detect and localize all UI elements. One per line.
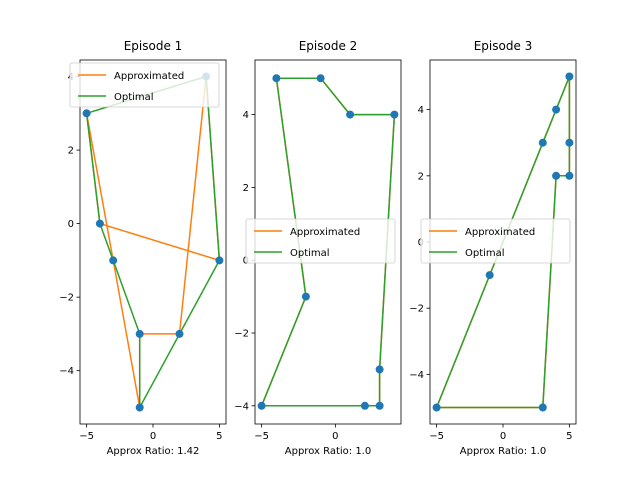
data-point <box>432 403 441 412</box>
data-point <box>135 403 144 412</box>
subplot-title: Episode 1 <box>124 39 183 53</box>
y-tick-label: 4 <box>243 110 249 121</box>
legend-label-optimal: Optimal <box>290 248 330 259</box>
legend: Approximated Optimal <box>420 218 571 264</box>
x-tick-label: −5 <box>254 431 269 442</box>
x-axis-label: Approx Ratio: 1.0 <box>285 446 371 457</box>
data-point <box>375 365 384 374</box>
data-point <box>565 138 574 147</box>
y-tick-label: 2 <box>243 183 249 194</box>
x-axis-label: Approx Ratio: 1.42 <box>107 446 200 457</box>
y-tick-label: −2 <box>59 293 74 304</box>
y-tick-label: −4 <box>59 366 74 377</box>
data-point <box>272 74 281 83</box>
data-point <box>565 72 574 81</box>
x-tick-label: 5 <box>216 431 222 442</box>
data-point <box>316 74 325 83</box>
subplot-title: Episode 3 <box>474 39 533 53</box>
data-point <box>485 271 494 280</box>
x-tick-label: 0 <box>500 431 506 442</box>
data-point <box>109 256 118 265</box>
y-tick-label: −2 <box>409 304 424 315</box>
x-tick-label: −5 <box>79 431 94 442</box>
data-point <box>552 105 561 114</box>
data-point <box>538 403 547 412</box>
y-tick-label: 0 <box>68 219 74 230</box>
x-tick-label: 0 <box>150 431 156 442</box>
data-point <box>360 401 369 410</box>
legend-label-optimal: Optimal <box>114 92 154 103</box>
data-point <box>346 110 355 119</box>
subplot-title: Episode 2 <box>299 39 358 53</box>
legend: Approximated Optimal <box>69 62 220 108</box>
data-point <box>215 256 224 265</box>
legend: Approximated Optimal <box>245 218 396 264</box>
y-tick-label: −4 <box>234 401 249 412</box>
legend-box <box>245 218 396 264</box>
legend-label-optimal: Optimal <box>465 248 505 259</box>
legend-box <box>69 62 220 108</box>
legend-label-approximated: Approximated <box>114 71 184 82</box>
data-point <box>375 401 384 410</box>
data-point <box>175 329 184 338</box>
legend-box <box>420 218 571 264</box>
data-point <box>390 110 399 119</box>
legend-label-approximated: Approximated <box>290 227 360 238</box>
legend-label-approximated: Approximated <box>465 227 535 238</box>
data-point <box>82 109 91 118</box>
x-axis-label: Approx Ratio: 1.0 <box>460 446 546 457</box>
series-line-optimal <box>435 75 571 409</box>
series-line-optimal <box>260 77 396 407</box>
y-tick-label: 4 <box>418 105 424 116</box>
data-point <box>565 171 574 180</box>
y-tick-label: 2 <box>418 171 424 182</box>
data-point <box>538 138 547 147</box>
x-tick-label: 5 <box>566 431 572 442</box>
data-point <box>552 171 561 180</box>
data-point <box>135 329 144 338</box>
x-tick-label: −5 <box>429 431 444 442</box>
y-tick-label: 2 <box>68 146 74 157</box>
data-point <box>95 219 104 228</box>
y-tick-label: −2 <box>234 329 249 340</box>
data-point <box>257 401 266 410</box>
data-point <box>301 292 310 301</box>
x-tick-label: 0 <box>332 431 338 442</box>
y-tick-label: −4 <box>409 370 424 381</box>
